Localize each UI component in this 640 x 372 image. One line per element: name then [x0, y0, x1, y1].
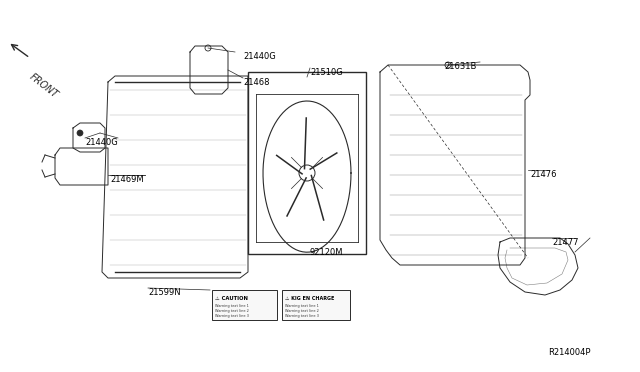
- Bar: [282, 290, 350, 320]
- Text: 21510G: 21510G: [310, 68, 343, 77]
- Text: 21469M: 21469M: [110, 175, 143, 184]
- Text: Warning text line 2: Warning text line 2: [215, 309, 249, 313]
- Text: ⚠ KIG EN CHARGE: ⚠ KIG EN CHARGE: [285, 296, 334, 301]
- Text: 21631B: 21631B: [444, 62, 476, 71]
- Bar: [212, 290, 277, 320]
- Text: Warning text line 1: Warning text line 1: [285, 304, 319, 308]
- Text: Warning text line 1: Warning text line 1: [215, 304, 249, 308]
- Text: 21599N: 21599N: [148, 288, 180, 297]
- Text: FRONT: FRONT: [28, 72, 60, 100]
- Text: ⚠ CAUTION: ⚠ CAUTION: [215, 296, 248, 301]
- Text: Warning text line 3: Warning text line 3: [215, 314, 249, 318]
- Text: 21477: 21477: [552, 238, 579, 247]
- Bar: [248, 72, 366, 254]
- Text: Warning text line 2: Warning text line 2: [285, 309, 319, 313]
- Circle shape: [77, 130, 83, 136]
- Text: 21440G: 21440G: [85, 138, 118, 147]
- Text: 92120M: 92120M: [310, 248, 344, 257]
- Text: 21440G: 21440G: [243, 52, 276, 61]
- Text: 21476: 21476: [530, 170, 557, 179]
- Text: R214004P: R214004P: [548, 348, 591, 357]
- Text: 21468: 21468: [243, 78, 269, 87]
- Text: Warning text line 3: Warning text line 3: [285, 314, 319, 318]
